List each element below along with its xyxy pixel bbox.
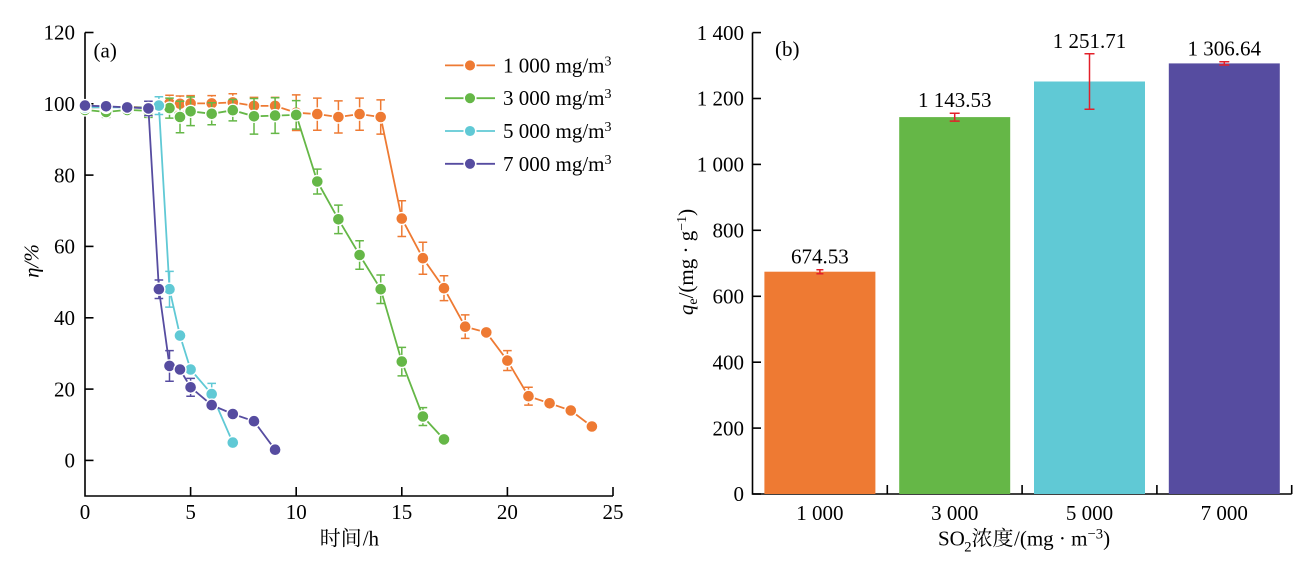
svg-text:400: 400 xyxy=(713,350,745,374)
svg-text:1 251.71: 1 251.71 xyxy=(1053,29,1127,53)
svg-text:7 000 mg/m3: 7 000 mg/m3 xyxy=(503,152,612,176)
svg-text:η/%: η/% xyxy=(20,244,44,278)
svg-text:15: 15 xyxy=(391,500,412,524)
svg-text:25: 25 xyxy=(603,500,624,524)
svg-text:2: 2 xyxy=(964,540,971,556)
svg-text:qe/(mg · g−1): qe/(mg · g−1) xyxy=(674,209,701,315)
svg-text:800: 800 xyxy=(713,219,745,243)
svg-text:(b): (b) xyxy=(775,37,800,61)
svg-text:SO: SO xyxy=(938,527,965,551)
svg-text:200: 200 xyxy=(713,416,745,440)
svg-text:600: 600 xyxy=(713,285,745,309)
svg-text:100: 100 xyxy=(44,92,76,116)
svg-text:5 000 mg/m3: 5 000 mg/m3 xyxy=(503,119,612,143)
svg-text:3 000: 3 000 xyxy=(931,501,978,525)
svg-text:/h: /h xyxy=(363,527,380,551)
svg-text:5 000: 5 000 xyxy=(1066,501,1113,525)
svg-text:40: 40 xyxy=(54,306,75,330)
svg-text:1 143.53: 1 143.53 xyxy=(918,88,992,112)
svg-text:80: 80 xyxy=(54,163,75,187)
svg-text:20: 20 xyxy=(497,500,518,524)
svg-text:1 306.64: 1 306.64 xyxy=(1188,37,1262,61)
svg-text:0: 0 xyxy=(734,482,745,506)
svg-text:60: 60 xyxy=(54,235,75,259)
svg-text:120: 120 xyxy=(44,21,76,45)
svg-text:0: 0 xyxy=(80,500,91,524)
svg-text:1 400: 1 400 xyxy=(697,21,744,45)
svg-text:1 000 mg/m3: 1 000 mg/m3 xyxy=(503,53,612,77)
svg-text:0: 0 xyxy=(65,449,76,473)
svg-text:7 000: 7 000 xyxy=(1201,501,1248,525)
svg-text:1 000: 1 000 xyxy=(796,501,843,525)
svg-text:/(mg · m−3): /(mg · m−3) xyxy=(1014,527,1110,551)
svg-text:5: 5 xyxy=(185,500,196,524)
svg-text:674.53: 674.53 xyxy=(791,245,849,269)
svg-text:20: 20 xyxy=(54,377,75,401)
svg-text:1 000: 1 000 xyxy=(697,153,744,177)
svg-text:3 000 mg/m3: 3 000 mg/m3 xyxy=(503,86,612,110)
svg-text:1 200: 1 200 xyxy=(697,87,744,111)
svg-text:10: 10 xyxy=(286,500,307,524)
svg-text:(a): (a) xyxy=(94,39,117,63)
